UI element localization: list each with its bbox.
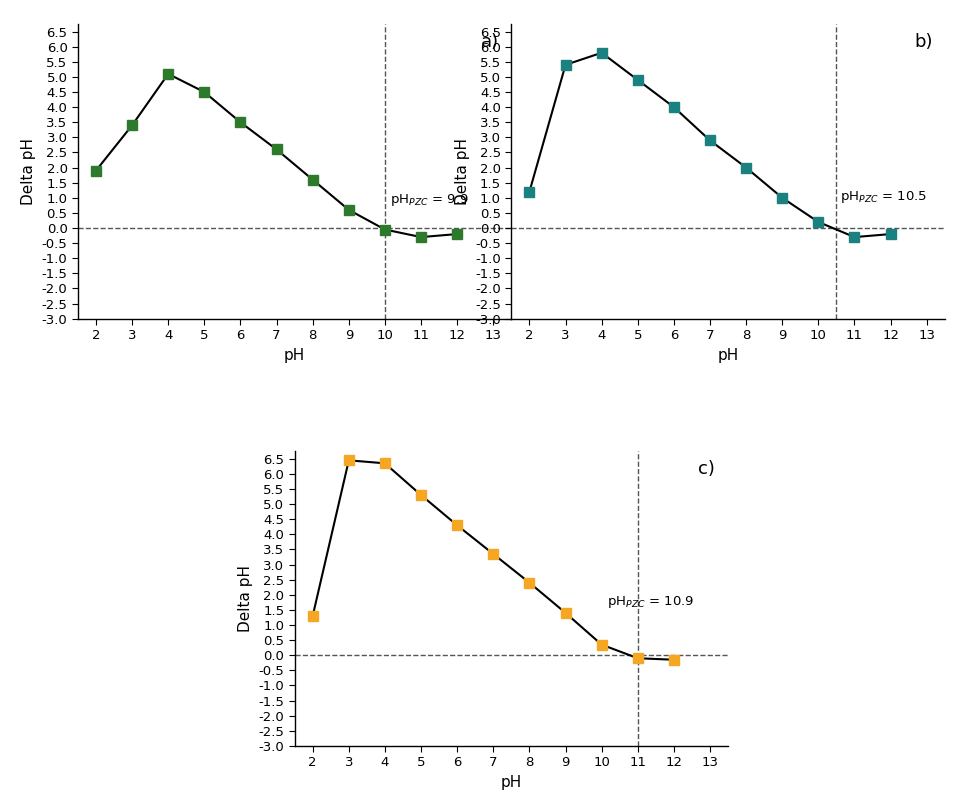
Text: pH$_{PZC}$ = 10.9: pH$_{PZC}$ = 10.9 — [607, 594, 694, 610]
Text: b): b) — [915, 33, 933, 51]
X-axis label: pH: pH — [501, 775, 522, 790]
Y-axis label: Delta pH: Delta pH — [455, 138, 469, 205]
Text: c): c) — [697, 460, 715, 478]
X-axis label: pH: pH — [718, 347, 738, 363]
Y-axis label: Delta pH: Delta pH — [21, 138, 36, 205]
X-axis label: pH: pH — [284, 347, 305, 363]
Y-axis label: Delta pH: Delta pH — [238, 565, 253, 632]
Text: pH$_{PZC}$ = 9.9: pH$_{PZC}$ = 9.9 — [391, 192, 469, 209]
Text: pH$_{PZC}$ = 10.5: pH$_{PZC}$ = 10.5 — [840, 189, 927, 205]
Text: a): a) — [481, 33, 499, 51]
